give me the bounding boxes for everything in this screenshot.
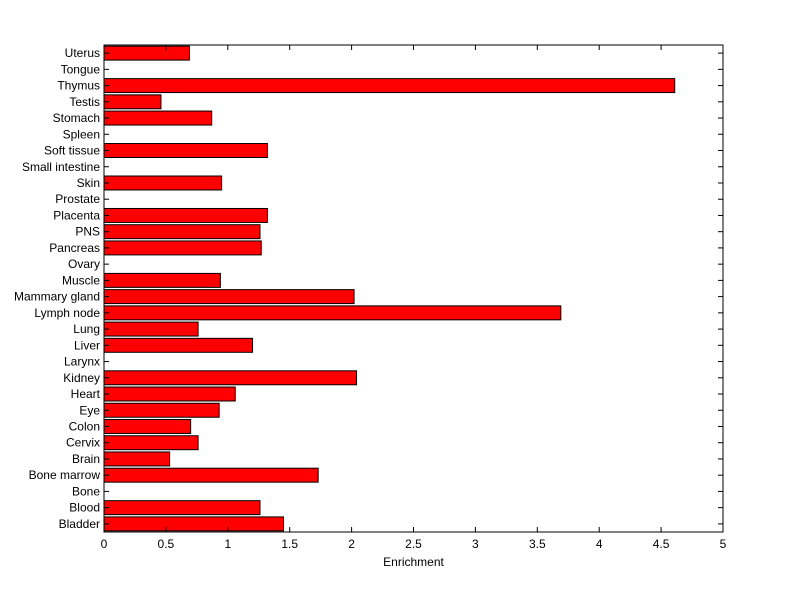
y-tick-labels: Uterus Tongue Thymus Testis Stomach Spleen Sof…: [14, 46, 101, 531]
bar-thymus: [103, 78, 676, 94]
bar-brain: [103, 451, 171, 467]
bar-lymph-node: [103, 305, 562, 321]
y-tick-label: Spleen: [63, 127, 100, 141]
x-tick-label: 3: [472, 537, 479, 551]
y-tick-label: Larynx: [64, 355, 100, 369]
bar-liver: [103, 337, 254, 353]
x-tick-labels: 0 0.5 1 1.5 2 2.5 3 3.5 4 4.5 5: [101, 537, 727, 551]
x-tick-label: 1: [224, 537, 231, 551]
bar-skin: [103, 175, 223, 191]
x-tick-label: 4: [596, 537, 603, 551]
y-tick-label: Thymus: [57, 79, 100, 93]
y-tick-label: Ovary: [68, 257, 100, 271]
y-tick-label: Eye: [79, 403, 100, 417]
x-tick-label: 5: [720, 537, 727, 551]
y-tick-label: Cervix: [66, 436, 100, 450]
y-tick-label: Lymph node: [34, 306, 100, 320]
bar-colon: [103, 419, 192, 434]
y-tick-label: Heart: [71, 387, 101, 401]
x-tick-label: 0: [101, 537, 108, 551]
y-tick-label: Bone marrow: [29, 468, 101, 482]
y-tick-label: Stomach: [53, 111, 100, 125]
bar-mammary-gland: [103, 289, 355, 305]
y-tick-label: Lung: [73, 322, 100, 336]
bar-bone-marrow: [103, 467, 319, 483]
bar-testis: [103, 94, 162, 110]
x-tick-label: 3.5: [529, 537, 546, 551]
y-tick-label: Skin: [77, 176, 100, 190]
y-tick-label: Pancreas: [49, 241, 100, 255]
bar-pns: [103, 224, 261, 240]
x-tick-label: 0.5: [158, 537, 175, 551]
y-tick-label: Prostate: [55, 192, 100, 206]
plot-frame: [103, 44, 724, 533]
y-tick-label: Bladder: [59, 517, 100, 531]
y-tick-label: Bone: [72, 484, 100, 498]
x-tick-label: 4.5: [653, 537, 670, 551]
bars-group: [103, 45, 676, 532]
bar-kidney: [103, 370, 358, 386]
bar-blood: [103, 500, 261, 516]
y-tick-label: Blood: [69, 501, 100, 515]
y-tick-label: Colon: [69, 419, 100, 433]
y-tick-label: Tongue: [61, 62, 101, 76]
bar-heart: [103, 386, 236, 402]
y-tick-label: Liver: [74, 338, 100, 352]
y-tick-label: Brain: [72, 452, 100, 466]
bar-placenta: [103, 207, 268, 223]
y-tick-label: Mammary gland: [14, 290, 100, 304]
y-tick-label: Placenta: [53, 208, 100, 222]
y-tick-label: Soft tissue: [44, 144, 100, 158]
y-tick-label: Kidney: [63, 371, 100, 385]
x-tick-label: 2: [348, 537, 355, 551]
bar-eye: [103, 402, 220, 418]
y-tick-label: PNS: [75, 225, 100, 239]
y-tick-label: Uterus: [65, 46, 100, 60]
bar-stomach: [103, 110, 213, 126]
x-tick-label: 2.5: [405, 537, 422, 551]
x-tick-label: 1.5: [281, 537, 298, 551]
y-tick-label: Muscle: [62, 273, 100, 287]
bar-lung: [103, 321, 199, 337]
y-tick-label: Testis: [69, 95, 100, 109]
bar-cervix: [103, 435, 199, 451]
bar-muscle: [103, 272, 221, 288]
x-axis-label: Enrichment: [383, 555, 444, 569]
bar-pancreas: [103, 240, 262, 256]
bar-uterus: [103, 45, 190, 61]
y-tick-label: Small intestine: [22, 160, 100, 174]
bar-bladder: [103, 516, 285, 532]
bar-soft-tissue: [103, 143, 268, 158]
